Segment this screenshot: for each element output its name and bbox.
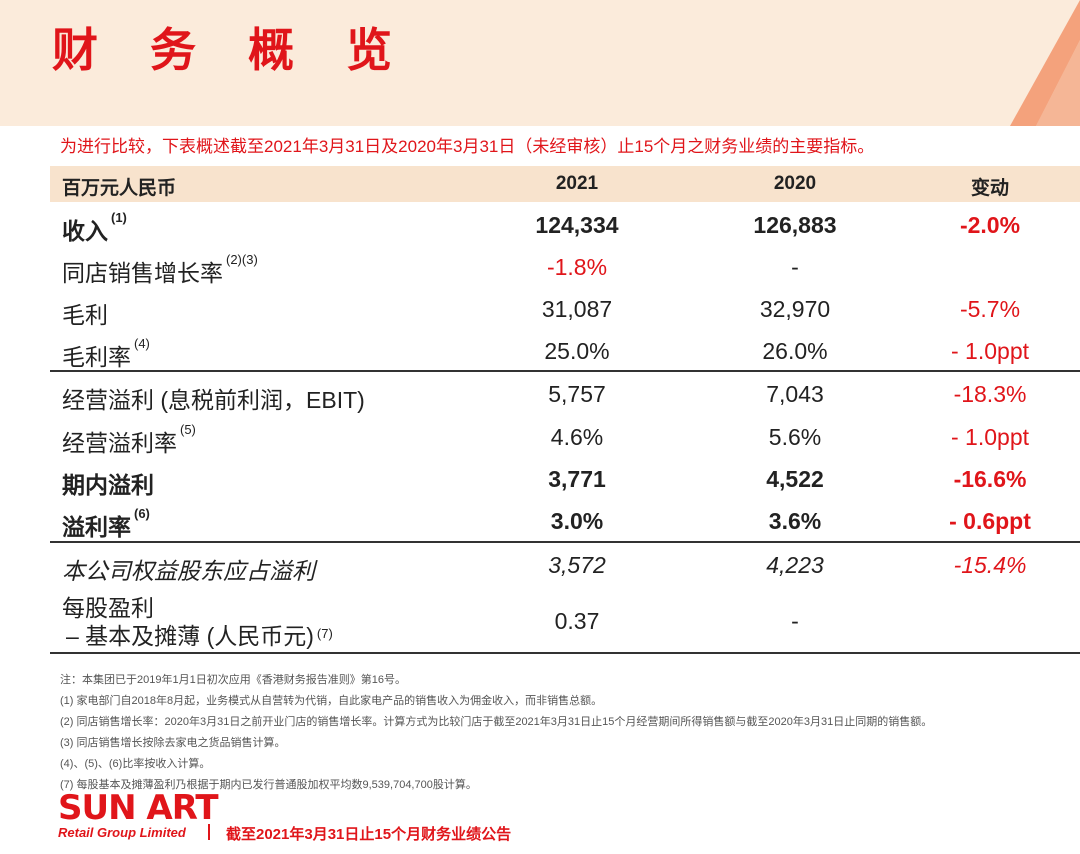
value-2021: 0.37 [554, 608, 600, 634]
row-label: 毛利 [62, 302, 108, 328]
note-item: (3) 同店销售增长按除去家电之货品销售计算。 [60, 737, 286, 749]
value-2021: 3,771 [548, 466, 606, 492]
row-label: 经营溢利 (息税前利润，EBIT) [62, 387, 365, 413]
company-logo: SUN ART Retail Group Limited [58, 788, 219, 840]
value-change: - 0.6ppt [949, 508, 1031, 534]
value-change: -15.4% [953, 552, 1027, 578]
value-2021: 5,757 [548, 381, 606, 407]
value-2020: - [791, 608, 799, 634]
table-row: 同店销售增长率(2)(3) -1.8% - [50, 246, 1080, 288]
note-item: 注：本集团已于2019年1月1日初次应用《香港财务报告准则》第16号。 [60, 674, 406, 686]
row-label: 每股盈利 – 基本及摊薄 (人民币元) (7) [62, 595, 333, 649]
table-row: 经营溢利 (息税前利润，EBIT) 5,757 7,043 -18.3% [50, 373, 1080, 415]
value-change: -2.0% [959, 212, 1021, 238]
note-item: (7) 每股基本及摊薄盈利乃根据于期内已发行普通股加权平均数9,539,704,… [60, 779, 477, 791]
row-label: 收入(1) [62, 210, 127, 244]
value-2020: 4,522 [766, 466, 824, 492]
value-change: -18.3% [953, 381, 1027, 407]
footer-divider [208, 824, 210, 840]
note-item: (4)、(5)、(6)比率按收入计算。 [60, 758, 211, 770]
value-2021: 124,334 [535, 212, 619, 238]
value-2020: 7,043 [766, 381, 824, 407]
row-label: 经营溢利率(5) [62, 422, 196, 456]
table-row-eps: 每股盈利 – 基本及摊薄 (人民币元) (7) 0.37 - [50, 590, 1080, 650]
table-row: 毛利 31,087 32,970 -5.7% [50, 288, 1080, 330]
table-row: 收入(1) 124,334 126,883 -2.0% [50, 204, 1080, 246]
value-2020: - [791, 254, 799, 280]
footnotes: 注：本集团已于2019年1月1日初次应用《香港财务报告准则》第16号。 (1) … [60, 670, 932, 796]
note-item: (1) 家电部门自2018年8月起，业务模式从自营转为代销，自此家电产品的销售收… [60, 695, 603, 707]
row-label: 期内溢利 [62, 472, 154, 498]
value-2021: 31,087 [541, 296, 613, 322]
value-2020: 3.6% [768, 508, 822, 534]
value-2020: 32,970 [759, 296, 831, 322]
page-title: 财 务 概 览 [52, 23, 411, 77]
value-2020: 5.6% [768, 424, 822, 450]
row-label: 同店销售增长率(2)(3) [62, 252, 258, 286]
header-unit: 百万元人民币 [62, 178, 177, 199]
header-2020: 2020 [773, 173, 817, 194]
value-2021: 3,572 [548, 552, 606, 578]
table-header: 百万元人民币 2021 2020 变动 [50, 166, 1080, 202]
header-2021: 2021 [555, 173, 599, 194]
subtitle: 为进行比较，下表概述截至2021年3月31日及2020年3月31日（未经审核）止… [60, 137, 875, 156]
value-2021: 4.6% [550, 424, 604, 450]
divider-line [50, 370, 1080, 372]
divider-line [50, 652, 1080, 654]
value-2020: 4,223 [766, 552, 824, 578]
note-item: (2) 同店销售增长率：2020年3月31日之前开业门店的销售增长率。计算方式为… [60, 716, 933, 728]
header-banner: 财 务 概 览 [0, 0, 1080, 126]
row-label: 毛利率(4) [62, 336, 150, 370]
value-2021: 3.0% [550, 508, 604, 534]
value-2021: -1.8% [546, 254, 608, 280]
row-label: 溢利率(6) [62, 506, 150, 540]
value-change: -16.6% [953, 466, 1027, 492]
value-change: - 1.0ppt [951, 338, 1029, 364]
value-2020: 26.0% [762, 338, 828, 364]
decorative-stripe [1010, 0, 1080, 126]
table-row: 毛利率(4) 25.0% 26.0% - 1.0ppt [50, 330, 1080, 372]
value-change: -5.7% [959, 296, 1021, 322]
table-row: 溢利率(6) 3.0% 3.6% - 0.6ppt [50, 500, 1080, 542]
footer-caption: 截至2021年3月31日止15个月财务业绩公告 [226, 826, 512, 843]
row-label: 本公司权益股东应占溢利 [62, 558, 315, 584]
divider-line [50, 541, 1080, 543]
value-2021: 25.0% [544, 338, 610, 364]
table-row: 期内溢利 3,771 4,522 -16.6% [50, 458, 1080, 500]
table-row: 经营溢利率(5) 4.6% 5.6% - 1.0ppt [50, 416, 1080, 458]
table-row: 本公司权益股东应占溢利 3,572 4,223 -15.4% [50, 544, 1080, 586]
header-change: 变动 [970, 178, 1009, 199]
value-2020: 126,883 [753, 212, 837, 238]
value-change: - 1.0ppt [951, 424, 1029, 450]
